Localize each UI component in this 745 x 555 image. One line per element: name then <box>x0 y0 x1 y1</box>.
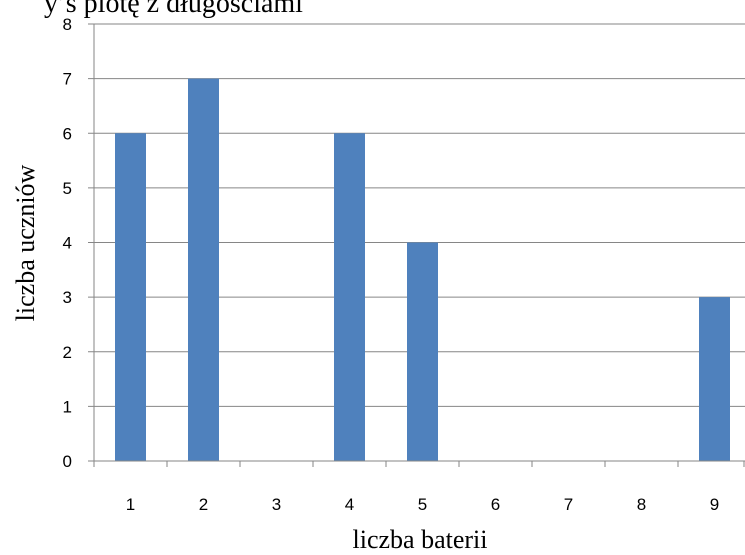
y-axis-title: liczba uczniów <box>11 164 40 321</box>
bars <box>115 78 730 461</box>
axes <box>88 23 745 467</box>
x-tick-label-1: 1 <box>126 495 135 514</box>
bar-2 <box>188 78 219 461</box>
y-tick-label-3: 3 <box>63 288 72 307</box>
y-tick-label-7: 7 <box>63 70 72 89</box>
x-tick-label-9: 9 <box>710 495 719 514</box>
y-tick-label-5: 5 <box>63 179 72 198</box>
x-tick-label-8: 8 <box>637 495 646 514</box>
x-tick-label-2: 2 <box>199 495 208 514</box>
x-tick-label-4: 4 <box>345 495 354 514</box>
bar-5 <box>407 242 438 461</box>
y-tick-label-4: 4 <box>63 234 72 253</box>
y-tick-label-0: 0 <box>63 452 72 471</box>
x-tick-label-7: 7 <box>564 495 573 514</box>
y-tick-label-1: 1 <box>63 397 72 416</box>
clipped-caption-text: y’s plotę z długościami <box>44 0 303 19</box>
x-axis-title: liczba baterii <box>353 525 488 554</box>
y-tick-label-6: 6 <box>63 124 72 143</box>
x-tick-label-6: 6 <box>491 495 500 514</box>
bar-1 <box>115 133 146 461</box>
x-tick-label-3: 3 <box>272 495 281 514</box>
bar-4 <box>334 133 365 461</box>
y-tick-labels: 0 1 2 3 4 5 6 7 8 <box>63 15 72 471</box>
x-tick-labels: 1 2 3 4 5 6 7 8 9 <box>126 495 719 514</box>
y-tick-label-2: 2 <box>63 343 72 362</box>
bar-9 <box>699 297 730 461</box>
x-tick-label-5: 5 <box>418 495 427 514</box>
y-tick-label-8: 8 <box>63 15 72 34</box>
